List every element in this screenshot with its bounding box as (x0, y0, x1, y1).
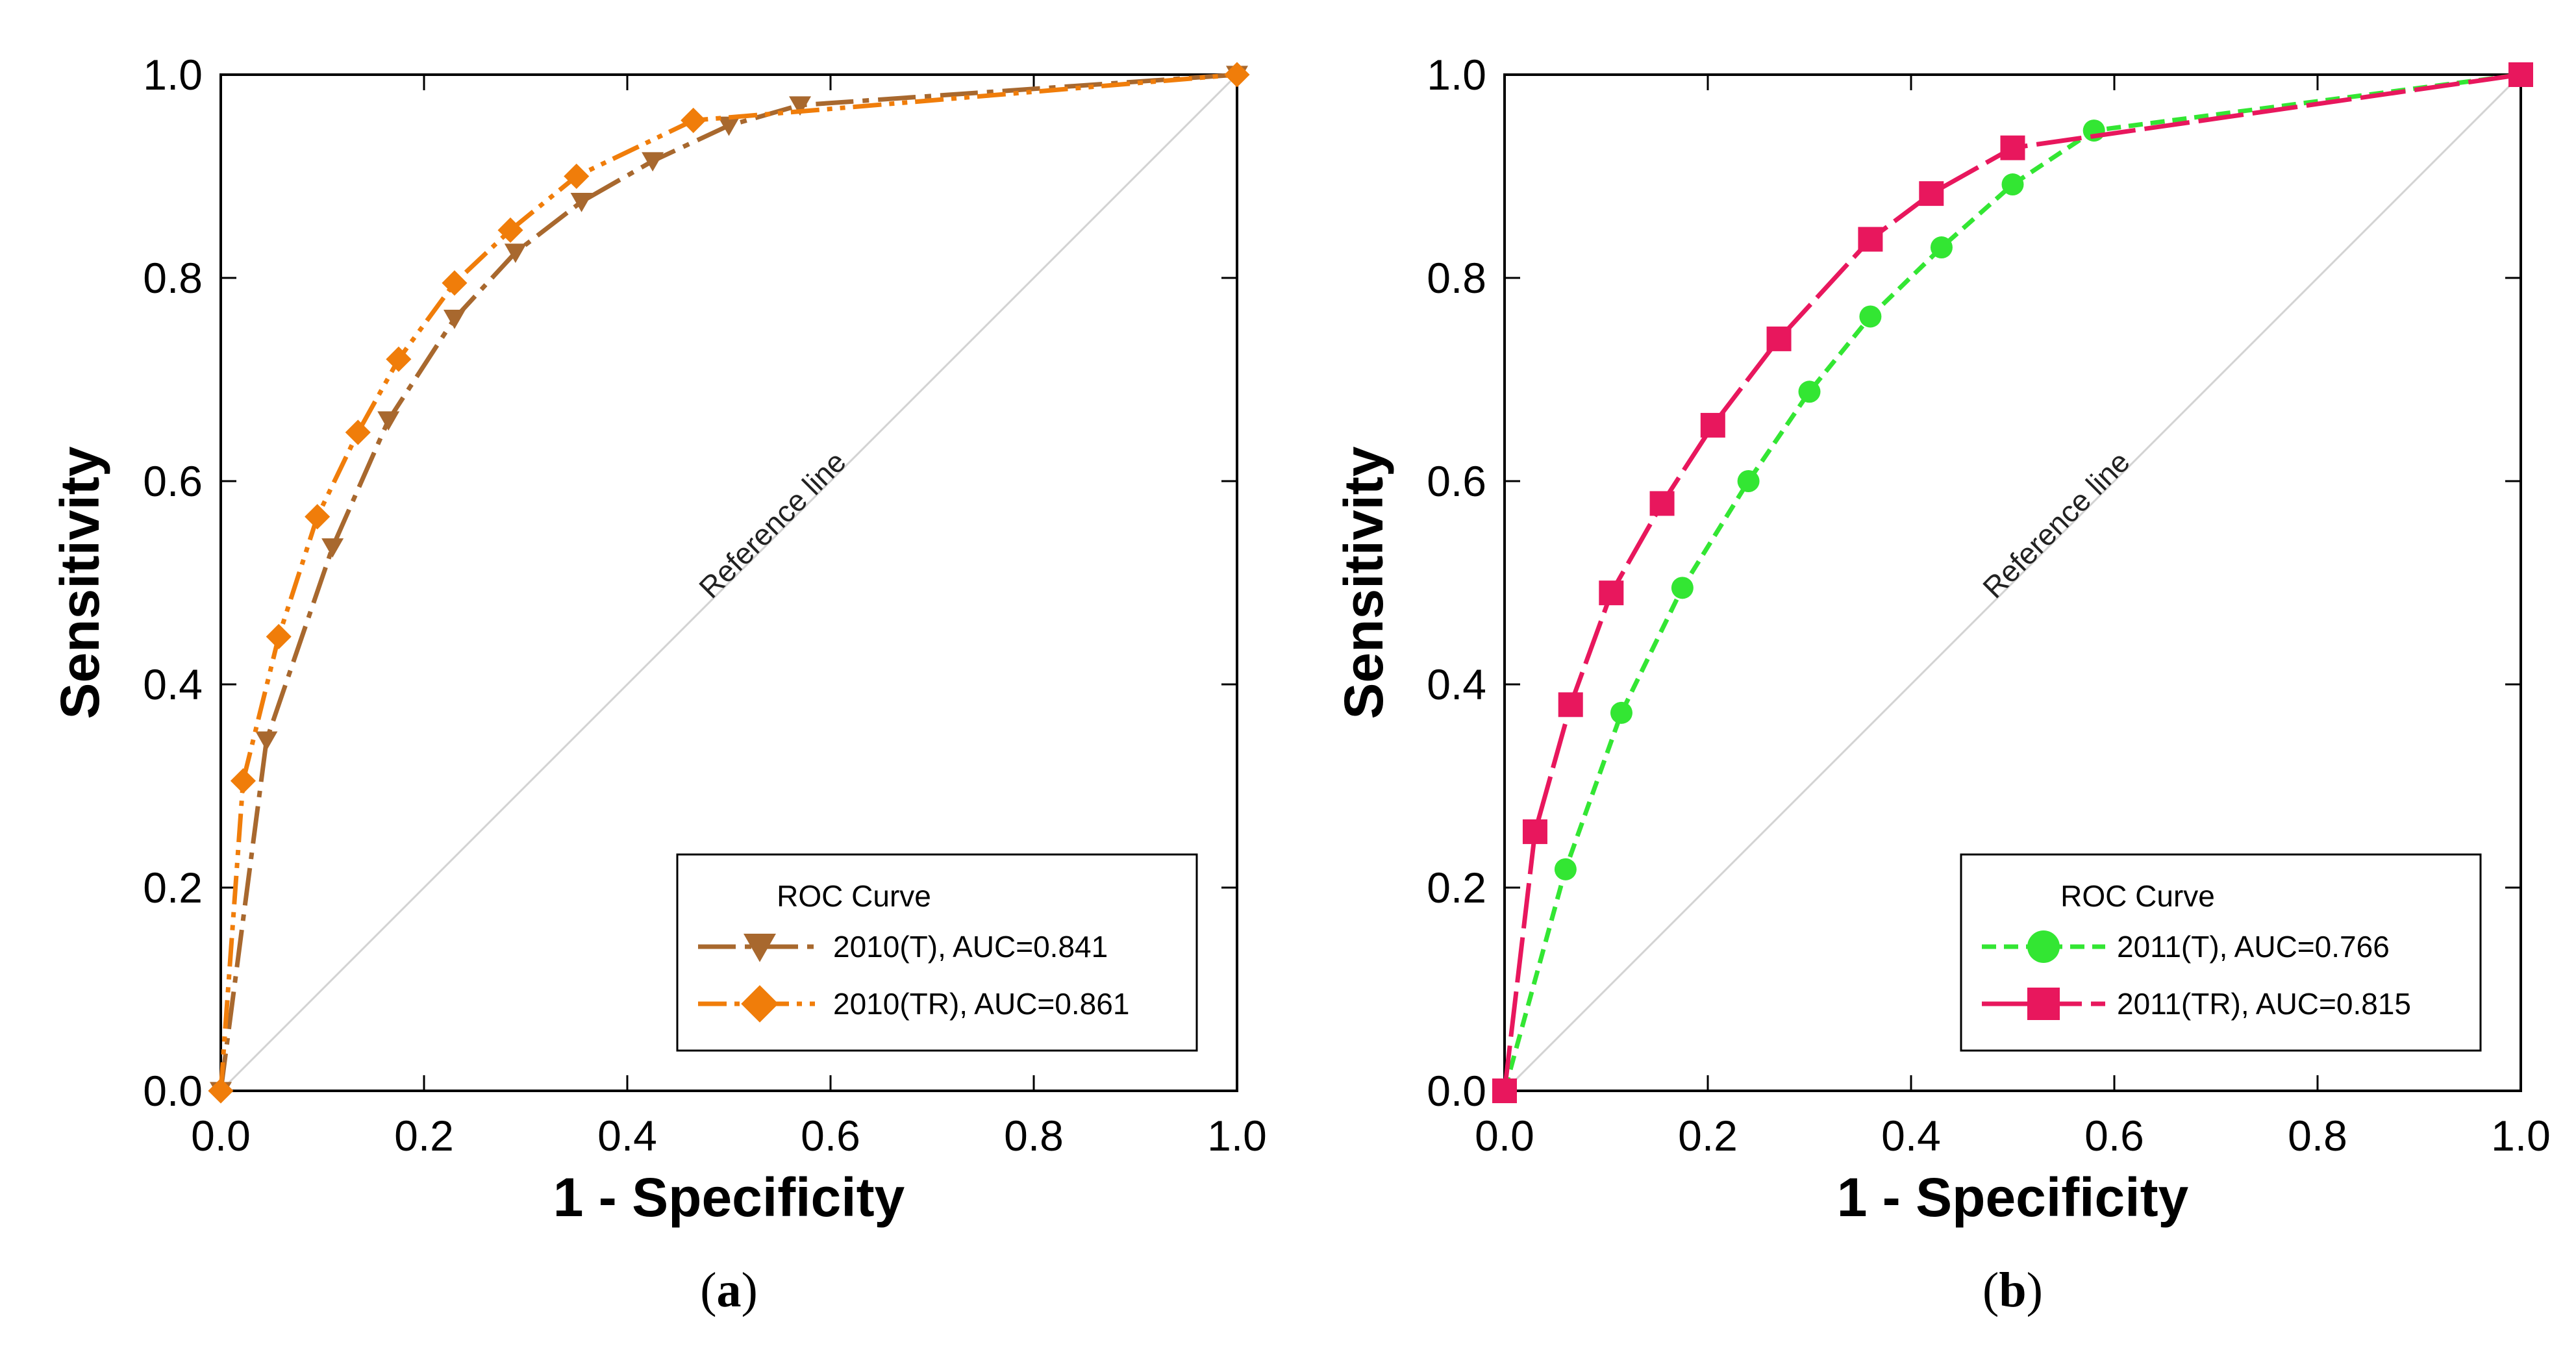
legend-marker (744, 934, 776, 962)
data-point (1766, 326, 1792, 351)
data-point (1554, 858, 1577, 880)
legend-marker (2027, 988, 2060, 1020)
y-tick-label: 0.0 (143, 1067, 203, 1115)
x-tick-label: 0.6 (801, 1112, 860, 1160)
data-point (1798, 380, 1821, 403)
y-axis-title: Sensitivity (49, 446, 110, 719)
data-point (1700, 412, 1725, 438)
legend-item-2: 2011(TR), AUC=0.815 (1982, 987, 2411, 1021)
x-tick-label: 1.0 (2491, 1112, 2551, 1160)
legend-marker (741, 985, 779, 1023)
data-point (1859, 305, 1882, 328)
data-point (642, 152, 664, 172)
y-tick-label: 0.6 (143, 457, 203, 505)
x-tick-label: 0.0 (1475, 1112, 1534, 1160)
data-point (208, 1078, 234, 1104)
data-point (442, 270, 468, 296)
y-axis-title: Sensitivity (1333, 446, 1394, 719)
data-point (1919, 181, 1944, 206)
data-point (2001, 173, 2024, 196)
y-tick-label: 0.0 (1427, 1067, 1486, 1115)
data-point (1649, 491, 1675, 516)
panel-label: (b) (1982, 1263, 2043, 1317)
legend-marker (2027, 930, 2060, 963)
y-tick-label: 0.6 (1427, 457, 1486, 505)
reference-line (1503, 73, 2522, 1092)
x-tick-label: 0.6 (2084, 1112, 2144, 1160)
series-2 (1492, 62, 2533, 1103)
plot-frame (219, 73, 1238, 1092)
data-point (2000, 135, 2025, 160)
legend-item-2: 2010(TR), AUC=0.861 (698, 985, 1129, 1023)
data-point (570, 193, 593, 212)
data-point (718, 116, 740, 136)
x-tick-label: 0.2 (1678, 1112, 1738, 1160)
data-point (1671, 577, 1694, 599)
y-tick-label: 0.2 (1427, 864, 1486, 912)
data-point (255, 731, 278, 751)
data-point (305, 504, 331, 530)
y-tick-label: 0.4 (1427, 660, 1486, 708)
data-point (1930, 236, 1953, 259)
data-point (266, 623, 292, 649)
data-point (504, 243, 527, 264)
x-tick-label: 0.8 (2288, 1112, 2347, 1160)
y-tick-label: 0.2 (143, 864, 203, 912)
x-tick-label: 1.0 (1207, 1112, 1267, 1160)
y-tick-label: 0.4 (143, 660, 203, 708)
data-point (1599, 580, 1624, 606)
legend-label: 2011(T), AUC=0.766 (2117, 930, 2390, 964)
x-tick-label: 0.4 (1881, 1112, 1941, 1160)
x-tick-label: 0.4 (597, 1112, 657, 1160)
legend-label: 2010(T), AUC=0.841 (833, 930, 1108, 964)
x-axis-title: 1 - Specificity (553, 1167, 905, 1228)
legend-item-1: 2011(T), AUC=0.766 (1982, 930, 2390, 964)
y-tick-label: 1.0 (143, 51, 203, 99)
data-point (2508, 62, 2533, 87)
legend-item-1: 2010(T), AUC=0.841 (698, 930, 1108, 964)
data-point (1492, 1078, 1517, 1103)
data-point (443, 310, 466, 329)
series-2 (208, 62, 1250, 1104)
x-tick-label: 0.0 (191, 1112, 251, 1160)
data-point (1858, 227, 1883, 252)
x-axis-title: 1 - Specificity (1837, 1167, 2189, 1228)
data-point (681, 107, 707, 133)
panel-label: (a) (700, 1263, 758, 1317)
legend-label: 2010(TR), AUC=0.861 (833, 987, 1129, 1021)
data-point (386, 346, 412, 372)
y-tick-label: 1.0 (1427, 51, 1486, 99)
data-point (377, 411, 400, 431)
legend-title: ROC Curve (2060, 879, 2215, 913)
data-point (1737, 470, 1760, 492)
data-point (345, 419, 371, 445)
data-point (1522, 819, 1547, 844)
y-tick-label: 0.8 (143, 254, 203, 302)
series-line (1502, 72, 2521, 1091)
data-point (497, 217, 523, 243)
legend-title: ROC Curve (777, 879, 931, 913)
series-line (1502, 72, 2521, 1091)
data-point (1610, 701, 1632, 724)
data-point (230, 768, 256, 794)
data-point (564, 163, 590, 190)
reference-line (219, 73, 1238, 1092)
x-tick-label: 0.8 (1004, 1112, 1064, 1160)
legend-label: 2011(TR), AUC=0.815 (2117, 987, 2411, 1021)
legend: ROC Curve 2011(T), AUC=0.766 2011(TR), AUC… (1960, 853, 2482, 1052)
data-point (1224, 62, 1250, 88)
x-tick-label: 0.2 (394, 1112, 454, 1160)
data-point (321, 538, 344, 558)
data-point (789, 96, 812, 116)
y-tick-label: 0.8 (1427, 254, 1486, 302)
legend: ROC Curve 2010(T), AUC=0.841 2010(TR), AUC… (676, 853, 1198, 1052)
plot-frame (1503, 73, 2522, 1092)
data-point (1558, 692, 1583, 717)
